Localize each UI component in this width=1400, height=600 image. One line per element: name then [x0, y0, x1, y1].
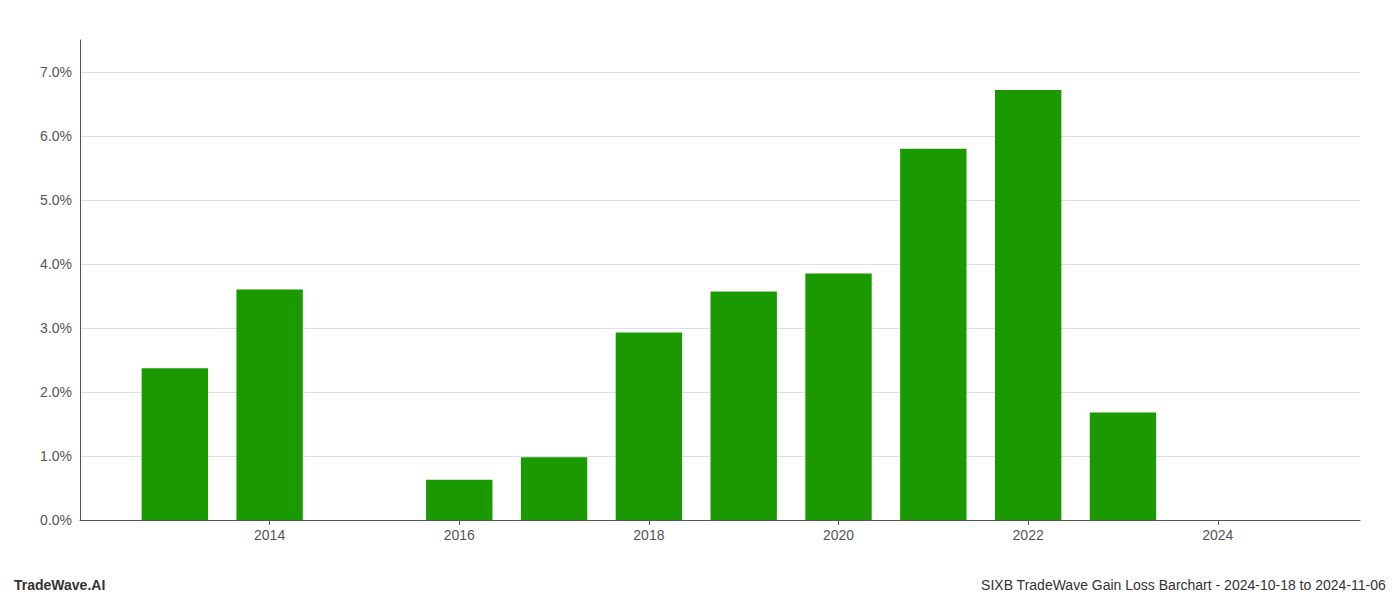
svg-text:2020: 2020 — [823, 527, 854, 543]
svg-text:5.0%: 5.0% — [40, 192, 72, 208]
svg-text:0.0%: 0.0% — [40, 512, 72, 528]
svg-text:6.0%: 6.0% — [40, 128, 72, 144]
svg-text:1.0%: 1.0% — [40, 448, 72, 464]
svg-text:4.0%: 4.0% — [40, 256, 72, 272]
svg-text:2014: 2014 — [254, 527, 285, 543]
svg-text:2016: 2016 — [444, 527, 475, 543]
svg-text:2018: 2018 — [633, 527, 664, 543]
svg-text:SIXB TradeWave Gain Loss Barch: SIXB TradeWave Gain Loss Barchart - 2024… — [981, 577, 1386, 593]
svg-text:2024: 2024 — [1202, 527, 1233, 543]
svg-text:7.0%: 7.0% — [40, 64, 72, 80]
svg-text:3.0%: 3.0% — [40, 320, 72, 336]
svg-text:2022: 2022 — [1013, 527, 1044, 543]
svg-text:2.0%: 2.0% — [40, 384, 72, 400]
svg-text:TradeWave.AI: TradeWave.AI — [14, 577, 105, 593]
